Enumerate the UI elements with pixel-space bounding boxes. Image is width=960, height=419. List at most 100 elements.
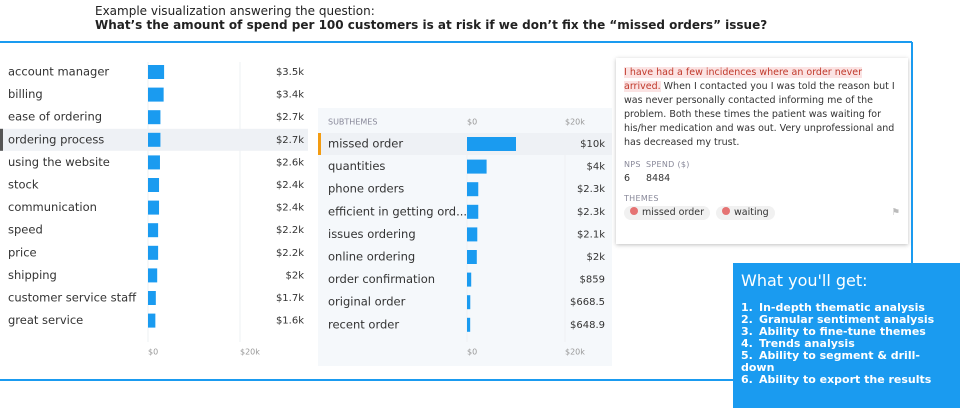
bar: [148, 200, 160, 215]
value-label: $10k: [580, 139, 605, 150]
selected-row: [318, 133, 612, 155]
item-number: 6.: [741, 373, 753, 386]
category-label: using the website: [8, 155, 110, 169]
x-tick-label: $20k: [565, 348, 585, 357]
callout-item: 6. Ability to export the results: [741, 374, 952, 386]
item-text: Trends analysis: [759, 337, 855, 350]
nps-value: 6: [624, 173, 631, 184]
selected-marker: [318, 133, 321, 155]
item-text: Ability to fine-tune themes: [759, 325, 926, 338]
category-label: phone orders: [328, 182, 404, 196]
category-label: customer service staff: [8, 291, 137, 305]
item-text: Ability to export the results: [759, 373, 932, 386]
category-label: great service: [8, 313, 83, 327]
intro: Example visualization answering the ques…: [95, 4, 375, 18]
selected-marker: [0, 128, 3, 151]
item-text: Granular sentiment analysis: [759, 313, 935, 326]
callout-title: What you'll get:: [741, 271, 868, 290]
nps-label: NPS: [624, 160, 641, 169]
bar: [467, 204, 479, 219]
comment-card: I have had a few incidences where an ord…: [616, 58, 908, 244]
bar: [148, 223, 159, 238]
themes-label: THEMES: [624, 194, 659, 203]
category-label: shipping: [8, 268, 57, 282]
bar: [148, 132, 161, 147]
value-label: $2k: [586, 252, 605, 263]
item-number: 1.: [741, 301, 753, 314]
category-label: speed: [8, 223, 43, 237]
value-label: $4k: [586, 162, 605, 173]
category-label: issues ordering: [328, 227, 416, 241]
bar: [467, 272, 472, 287]
bar: [467, 295, 471, 310]
category-label: order confirmation: [328, 272, 435, 286]
value-label: $2.4k: [276, 203, 304, 214]
bar: [148, 268, 158, 283]
value-label: $2.3k: [577, 207, 605, 218]
value-label: $3.4k: [276, 90, 304, 101]
category-label: price: [8, 245, 37, 259]
item-text: In-depth thematic analysis: [759, 301, 925, 314]
category-label: efficient in getting ord...: [328, 204, 467, 218]
x-tick-label: $20k: [565, 118, 585, 127]
value-label: $668.5: [570, 297, 605, 308]
bar: [467, 227, 478, 242]
value-label: $2k: [285, 270, 304, 281]
category-label: quantities: [328, 159, 385, 173]
item-number: 4.: [741, 337, 753, 350]
category-label: stock: [8, 178, 39, 192]
value-label: $2.7k: [276, 135, 304, 146]
spend-value: 8484: [646, 173, 671, 184]
category-label: original order: [328, 295, 406, 309]
bar: [148, 87, 164, 102]
category-label: online ordering: [328, 250, 415, 264]
comment-text: When I contacted you I was told the reas…: [624, 81, 895, 148]
bar: [148, 65, 165, 79]
bar: [467, 317, 471, 332]
category-label: account manager: [8, 65, 109, 79]
value-label: $1.6k: [276, 316, 304, 327]
value-label: $859: [580, 275, 605, 286]
category-label: missed order: [328, 137, 403, 151]
value-label: $2.2k: [276, 225, 304, 236]
item-text: Ability to segment & drill-down: [741, 349, 920, 374]
x-tick-label: $20k: [240, 348, 260, 357]
item-number: 3.: [741, 325, 753, 338]
spend-label: SPEND ($): [646, 160, 690, 169]
category-label: communication: [8, 200, 97, 214]
value-label: $648.9: [570, 320, 605, 331]
bar: [148, 313, 156, 328]
callout-item: 2. Granular sentiment analysis: [741, 314, 952, 326]
item-number: 2.: [741, 313, 753, 326]
theme-tag[interactable]: waiting: [716, 206, 775, 220]
x-tick-label: $0: [467, 348, 477, 357]
value-label: $2.2k: [276, 248, 304, 259]
column-header: SUBTHEMES: [328, 118, 377, 127]
callout-item: 3. Ability to fine-tune themes: [741, 326, 952, 338]
value-label: $2.7k: [276, 112, 304, 123]
callout: What you'll get: 1. In-depth thematic ana…: [733, 263, 960, 408]
item-number: 5.: [741, 349, 753, 362]
bar: [148, 245, 159, 260]
value-label: $2.3k: [577, 184, 605, 195]
category-label: billing: [8, 87, 43, 101]
bar: [148, 155, 160, 170]
x-tick-label: $0: [467, 118, 477, 127]
value-label: $2.6k: [276, 157, 304, 168]
value-label: $1.7k: [276, 293, 304, 304]
bar: [148, 178, 160, 192]
bar: [148, 291, 156, 305]
value-label: $3.5k: [276, 67, 304, 78]
value-label: $2.4k: [276, 180, 304, 191]
category-label: recent order: [328, 317, 399, 331]
x-tick-label: $0: [148, 348, 158, 357]
callout-item: 4. Trends analysis: [741, 338, 952, 350]
value-label: $2.1k: [577, 229, 605, 240]
question: What’s the amount of spend per 100 custo…: [95, 18, 768, 32]
theme-tag[interactable]: missed order: [624, 206, 711, 220]
bar: [467, 137, 516, 151]
category-label: ordering process: [8, 132, 104, 146]
bar: [148, 110, 161, 125]
